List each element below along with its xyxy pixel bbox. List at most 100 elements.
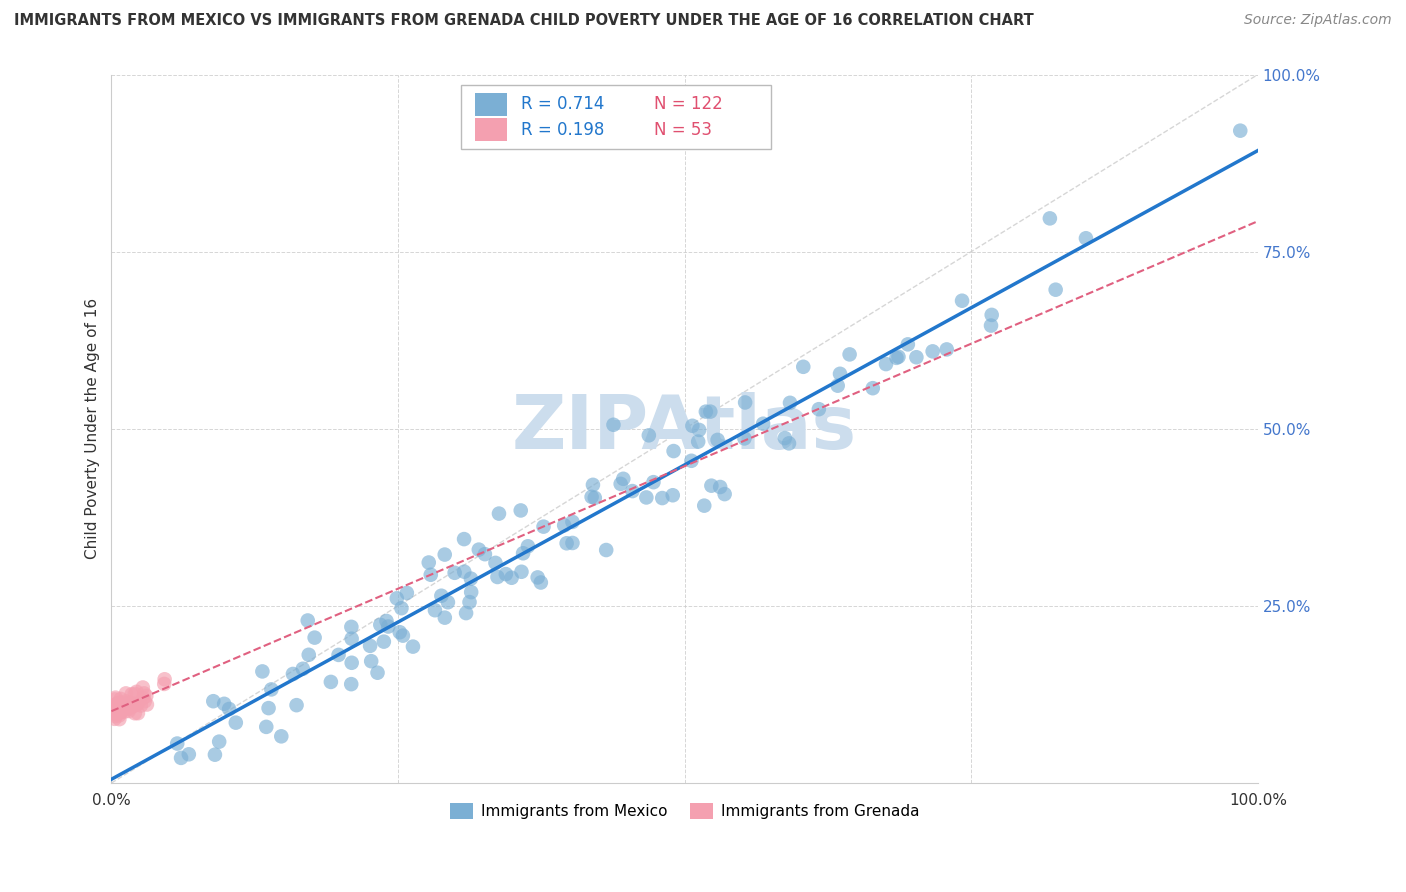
Point [132, 691, 155, 706]
Point [453, 565, 475, 579]
Point [291, 662, 314, 676]
Point [980, 318, 1002, 333]
Point [688, 423, 710, 437]
Point [107, 696, 129, 710]
Text: N = 53: N = 53 [654, 120, 711, 139]
Point [699, 404, 721, 418]
Point [121, 697, 143, 711]
Point [134, 686, 156, 700]
Point [112, 698, 135, 713]
Point [340, 656, 363, 670]
Point [121, 700, 143, 714]
Point [127, 696, 149, 710]
Text: Source: ZipAtlas.com: Source: ZipAtlas.com [1244, 13, 1392, 28]
Point [108, 706, 131, 720]
Point [129, 698, 152, 713]
Point [377, 619, 399, 633]
Point [391, 601, 413, 615]
Point [430, 589, 453, 603]
Point [340, 677, 363, 691]
Point [104, 698, 127, 713]
Point [1229, 123, 1251, 137]
Point [112, 702, 135, 716]
Point [108, 708, 131, 723]
Point [166, 737, 188, 751]
Point [254, 720, 277, 734]
Y-axis label: Child Poverty Under the Age of 16: Child Poverty Under the Age of 16 [86, 298, 100, 559]
Point [124, 687, 146, 701]
Point [561, 536, 583, 550]
Point [443, 566, 465, 580]
Text: IMMIGRANTS FROM MEXICO VS IMMIGRANTS FROM GRENADA CHILD POVERTY UNDER THE AGE OF: IMMIGRANTS FROM MEXICO VS IMMIGRANTS FRO… [14, 13, 1033, 29]
Point [709, 480, 731, 494]
Point [297, 614, 319, 628]
Point [458, 595, 481, 609]
Point [419, 567, 441, 582]
Point [103, 698, 125, 713]
Point [153, 673, 176, 687]
Point [453, 532, 475, 546]
Point [950, 293, 973, 308]
Point [828, 367, 851, 381]
Point [135, 689, 157, 703]
Point [454, 606, 477, 620]
Point [778, 436, 800, 450]
Point [488, 507, 510, 521]
Point [104, 692, 127, 706]
Point [103, 700, 125, 714]
Point [202, 694, 225, 708]
Point [418, 556, 440, 570]
Point [110, 705, 132, 719]
Point [555, 536, 578, 550]
Point [360, 654, 382, 668]
Point [108, 696, 131, 710]
Point [105, 702, 128, 716]
Point [468, 542, 491, 557]
Point [104, 709, 127, 723]
Point [218, 702, 240, 716]
Point [125, 685, 148, 699]
Point [583, 491, 606, 505]
Point [359, 639, 381, 653]
Point [530, 575, 553, 590]
Point [111, 702, 134, 716]
Point [688, 434, 710, 449]
Point [208, 734, 231, 748]
Point [225, 715, 247, 730]
Point [340, 620, 363, 634]
Point [170, 751, 193, 765]
Point [460, 585, 482, 599]
Point [695, 404, 717, 418]
Point [526, 570, 548, 584]
Point [706, 433, 728, 447]
Point [484, 556, 506, 570]
Point [127, 706, 149, 721]
Point [115, 686, 138, 700]
Point [212, 697, 235, 711]
Legend: Immigrants from Mexico, Immigrants from Grenada: Immigrants from Mexico, Immigrants from … [444, 797, 925, 825]
Point [582, 478, 605, 492]
Point [980, 308, 1002, 322]
Point [474, 547, 496, 561]
Text: R = 0.198: R = 0.198 [520, 120, 605, 139]
Point [838, 347, 860, 361]
Point [319, 674, 342, 689]
Point [460, 572, 482, 586]
Point [509, 503, 531, 517]
Point [1039, 211, 1062, 226]
Point [637, 428, 659, 442]
Point [437, 595, 460, 609]
Point [905, 350, 928, 364]
Point [285, 698, 308, 713]
Point [713, 487, 735, 501]
Point [368, 617, 391, 632]
Point [204, 747, 226, 762]
Point [1074, 231, 1097, 245]
Point [373, 634, 395, 648]
Point [681, 454, 703, 468]
FancyBboxPatch shape [475, 93, 508, 116]
Point [298, 648, 321, 662]
Point [862, 381, 884, 395]
Point [115, 694, 138, 708]
Point [792, 359, 814, 374]
